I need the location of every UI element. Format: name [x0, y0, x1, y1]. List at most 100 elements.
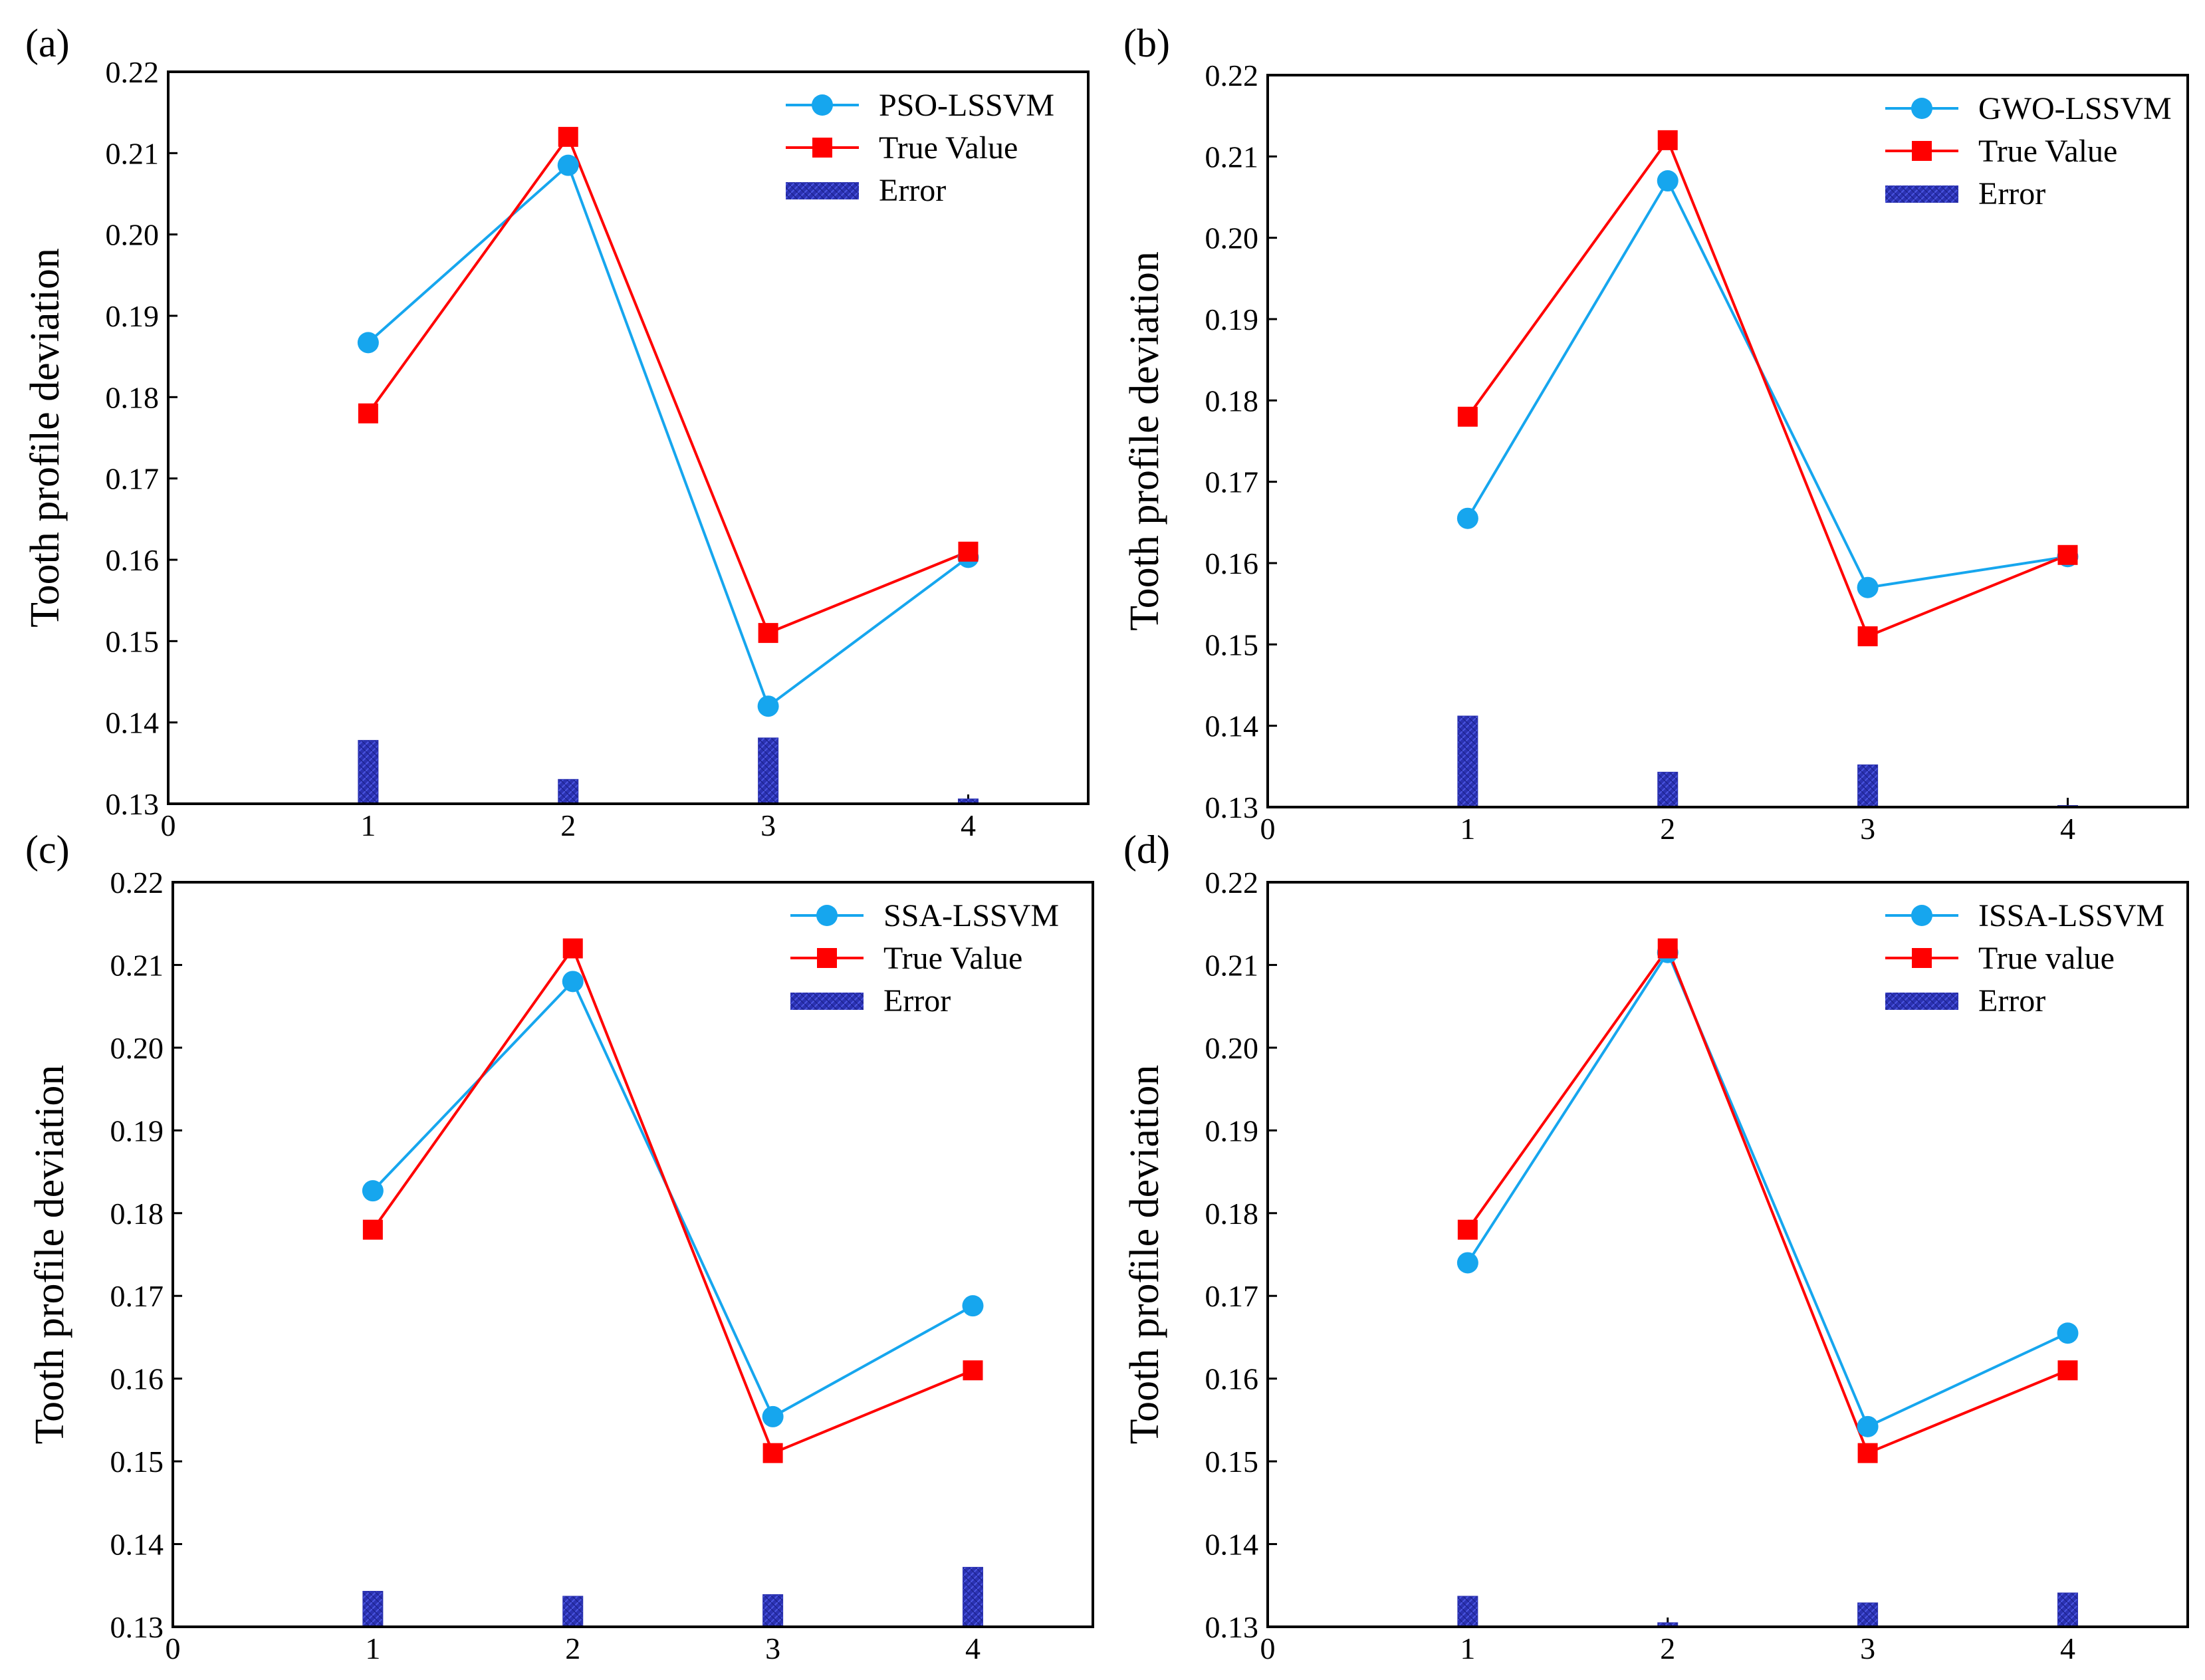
model-point [1456, 1252, 1478, 1274]
x-tick-label: 4 [965, 1631, 981, 1665]
y-tick-label: 0.19 [106, 299, 160, 333]
y-tick-label: 0.17 [110, 1279, 164, 1313]
legend-error-bar-icon [1885, 185, 1958, 203]
error-bar [758, 737, 779, 804]
y-tick-label: 0.18 [110, 1197, 164, 1231]
legend-label-true-value: True Value [879, 130, 1018, 166]
y-tick-label: 0.22 [1205, 866, 1259, 900]
y-tick-label: 0.14 [106, 706, 160, 740]
true-value-point [562, 938, 583, 959]
y-tick-label: 0.20 [110, 1031, 164, 1065]
legend-label-error: Error [1978, 176, 2045, 211]
model-series-line [1466, 949, 2069, 1429]
x-tick-label: 4 [961, 808, 976, 842]
error-bar [1457, 1596, 1478, 1627]
legend-label-true-value: True Value [883, 941, 1022, 976]
legend-circle-icon [812, 94, 833, 116]
y-tick-label: 0.13 [106, 787, 160, 821]
y-tick-label: 0.15 [1205, 1445, 1259, 1479]
y-tick-label: 0.17 [1205, 465, 1259, 499]
y-tick-label: 0.20 [106, 218, 160, 252]
x-tick-label: 4 [2060, 812, 2075, 846]
plot-frame [1266, 74, 2189, 808]
x-tick-label: 1 [360, 808, 376, 842]
legend: SSA-LSSVM True Value Error [790, 898, 1059, 1019]
model-point [362, 1180, 384, 1202]
error-bar [358, 740, 379, 804]
chart-panel-c: (c) Tooth profile deviation 0.13 0.14 0.15 0.… [25, 828, 1094, 1665]
y-tick-label: 0.16 [106, 543, 160, 577]
legend-error-bar-icon [1885, 993, 1958, 1010]
x-tick-label: 1 [1460, 812, 1475, 846]
y-tick-label: 0.14 [110, 1528, 164, 1562]
y-tick-label: 0.22 [110, 866, 164, 900]
y-tick-label: 0.21 [110, 948, 164, 982]
model-point [562, 971, 584, 993]
x-tick-label: 3 [1860, 812, 1875, 846]
error-bar [362, 1590, 384, 1627]
panel-label: (a) [25, 21, 70, 65]
true-value-point [358, 403, 378, 423]
y-axis-title: Tooth profile deviation [27, 1065, 72, 1445]
y-axis-title: Tooth profile deviation [1122, 251, 1167, 631]
plot-frame [172, 881, 1094, 1628]
plot-frame [167, 70, 1090, 805]
y-tick-label: 0.13 [1205, 1610, 1259, 1644]
y-tick-label: 0.22 [1205, 59, 1259, 92]
error-bar [1657, 771, 1679, 808]
legend-error-bar-icon [786, 182, 859, 199]
plot-frame [1266, 881, 2189, 1628]
true-value-point [2057, 1360, 2078, 1381]
chart-panel-b: (b) Tooth profile deviation 0.13 0.14 0.15 0.… [1122, 21, 2189, 846]
legend-label-model: SSA-LSSVM [883, 898, 1059, 933]
x-tick-label: 0 [161, 808, 176, 842]
model-point [757, 695, 779, 717]
model-point [962, 1295, 984, 1317]
x-tick-label: 0 [1260, 812, 1276, 846]
y-tick-label: 0.17 [106, 462, 160, 496]
chart-panel-d: (d) Tooth profile deviation 0.13 0.14 0.15 0.… [1122, 828, 2189, 1665]
model-point [1456, 507, 1478, 529]
legend-label-model: PSO-LSSVM [879, 88, 1054, 123]
legend: ISSA-LSSVM True value Error [1885, 898, 2164, 1019]
x-tick-label: 3 [1860, 1631, 1875, 1665]
y-tick-label: 0.16 [1205, 1362, 1259, 1396]
y-tick-label: 0.15 [106, 624, 160, 658]
legend-square-icon [1912, 948, 1932, 968]
x-tick-label: 3 [765, 1631, 780, 1665]
y-axis-title: Tooth profile deviation [1122, 1065, 1167, 1445]
legend-label-true-value: True value [1978, 941, 2115, 976]
true-value-series-line [1466, 945, 2069, 1455]
panel-label: (d) [1123, 828, 1170, 872]
error-bar [2057, 1592, 2078, 1627]
x-tick-label: 0 [166, 1631, 181, 1665]
model-point [1657, 170, 1679, 192]
true-value-series-line [372, 945, 974, 1455]
error-bar [562, 1596, 584, 1627]
true-value-point [1857, 1443, 1878, 1463]
legend-label-true-value: True Value [1978, 134, 2117, 169]
y-tick-label: 0.21 [106, 136, 160, 170]
x-tick-label: 2 [1660, 812, 1675, 846]
legend-label-model: ISSA-LSSVM [1978, 898, 2164, 933]
y-tick-label: 0.20 [1205, 221, 1259, 255]
model-point [762, 1405, 784, 1427]
x-tick-label: 2 [1660, 1631, 1675, 1665]
y-tick-label: 0.15 [1205, 628, 1259, 661]
true-value-series-line [1466, 137, 2069, 638]
true-value-point [558, 126, 578, 147]
legend-label-error: Error [883, 983, 951, 1019]
model-point [357, 332, 379, 354]
y-tick-label: 0.16 [110, 1362, 164, 1396]
x-tick-label: 1 [1460, 1631, 1475, 1665]
model-point [557, 154, 579, 176]
x-tick-label: 4 [2060, 1631, 2075, 1665]
true-value-point [1657, 938, 1678, 959]
legend-label-error: Error [879, 173, 946, 208]
true-value-point [1457, 1219, 1478, 1240]
panel-label: (c) [25, 828, 70, 872]
legend-circle-icon [816, 905, 838, 926]
legend: GWO-LSSVM True Value Error [1885, 91, 2172, 211]
y-tick-label: 0.18 [1205, 1197, 1259, 1231]
x-tick-label: 2 [560, 808, 576, 842]
